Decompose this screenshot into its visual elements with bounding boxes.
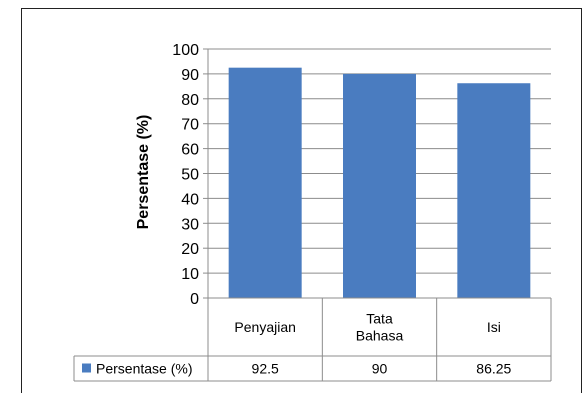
y-tick-label: 70 (181, 117, 199, 134)
y-tick-labels: 0 10 20 30 40 50 60 70 80 90 100 (172, 42, 199, 308)
data-label: 92.5 (252, 361, 279, 377)
bars (228, 67, 531, 299)
legend-key (82, 363, 91, 373)
y-tick-label: 20 (181, 241, 199, 258)
y-tick-label: 30 (181, 216, 199, 233)
bar (457, 83, 531, 298)
bar (343, 73, 416, 299)
y-tick-label: 80 (181, 92, 199, 109)
y-tick-label: 0 (190, 291, 199, 308)
category-label: Penyajian (234, 319, 296, 335)
y-tick-label: 10 (181, 266, 199, 283)
y-tick-label: 40 (181, 191, 199, 208)
series-name: Persentase (%) (96, 361, 192, 377)
category-label: Isi (487, 319, 501, 335)
category-label: Bahasa (356, 328, 404, 344)
y-tick-label: 100 (172, 42, 199, 59)
data-label: 90 (372, 361, 388, 377)
y-tick-label: 60 (181, 142, 199, 159)
y-tick-label: 90 (181, 67, 199, 84)
y-tick-label: 50 (181, 167, 199, 184)
data-label: 86.25 (476, 361, 511, 377)
category-label: Tata (366, 311, 393, 327)
y-axis-label: Persentase (%) (135, 115, 152, 230)
bar (228, 67, 302, 298)
axes (203, 48, 209, 299)
